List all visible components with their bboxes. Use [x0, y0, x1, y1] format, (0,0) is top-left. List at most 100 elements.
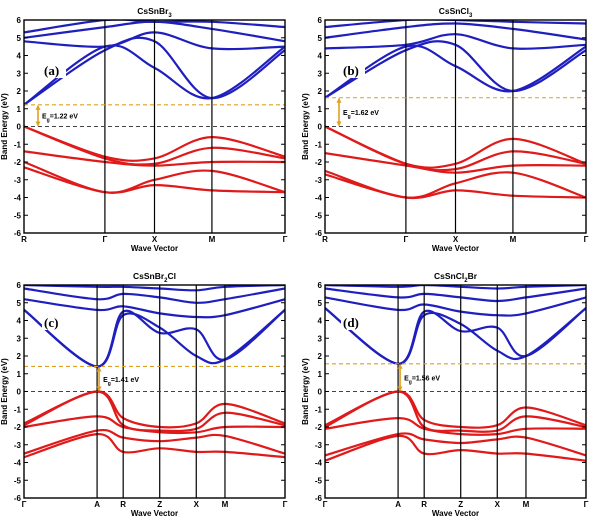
- valence-band-line: [24, 390, 285, 433]
- y-tick-label: 4: [318, 317, 323, 326]
- y-tick-label: 0: [318, 388, 323, 397]
- y-tick-label: -1: [315, 405, 323, 414]
- y-tick-label: -2: [315, 158, 323, 167]
- y-tick-label: 3: [318, 334, 323, 343]
- plot-area: [24, 285, 285, 459]
- gap-arrow-head: [397, 363, 403, 369]
- y-tick-label: 0: [318, 123, 323, 132]
- x-axis-label: Wave Vector: [432, 244, 479, 253]
- y-tick-label: -4: [315, 459, 323, 468]
- gap-arrow-head: [35, 104, 41, 110]
- y-tick-label: 6: [17, 16, 22, 25]
- x-tick-label: Γ: [323, 500, 328, 509]
- valence-band-line: [325, 432, 586, 457]
- y-tick-label: 2: [17, 87, 22, 96]
- panel-label: (a): [44, 63, 59, 78]
- gap-label: Eg=1.22 eV: [42, 114, 78, 124]
- y-axis-label: Band Energy (eV): [0, 358, 9, 425]
- y-tick-label: -6: [315, 229, 323, 238]
- x-tick-label: Γ: [404, 235, 409, 244]
- panel-label-bg: [42, 64, 66, 78]
- y-axis-label: Band Energy (eV): [0, 93, 9, 160]
- valence-band-line: [325, 434, 586, 462]
- panel-label-bg: [341, 64, 365, 78]
- y-tick-label: -4: [14, 194, 22, 203]
- y-tick-label: 6: [17, 281, 22, 290]
- y-tick-label: 4: [17, 317, 22, 326]
- valence-band-line: [24, 428, 285, 455]
- panel-label: (c): [44, 315, 58, 330]
- x-axis-label: Wave Vector: [131, 509, 178, 518]
- plot-area: [325, 285, 586, 462]
- y-tick-label: -3: [14, 176, 22, 185]
- x-tick-label: Γ: [22, 500, 27, 509]
- y-tick-label: -4: [14, 459, 22, 468]
- y-tick-label: 3: [17, 69, 22, 78]
- y-tick-label: 2: [318, 87, 323, 96]
- y-tick-label: -5: [14, 211, 22, 220]
- x-tick-label: Γ: [584, 235, 589, 244]
- conduction-band-line: [325, 287, 586, 303]
- conduction-band-line: [325, 20, 586, 29]
- x-tick-label: A: [395, 500, 401, 509]
- panel-c: Eg=1.41 eV -6 -5 -4 -3 -2 -1 0 1 2 3 4 5 6 Γ A R Z X M Γ Wave…: [0, 271, 288, 518]
- x-tick-label: M: [222, 500, 229, 509]
- conduction-band-line: [24, 285, 285, 292]
- x-tick-label: X: [194, 500, 200, 509]
- y-tick-label: 4: [17, 52, 22, 61]
- x-tick-label: R: [120, 500, 126, 509]
- y-tick-label: 3: [17, 334, 22, 343]
- y-tick-label: -6: [14, 229, 22, 238]
- conduction-band-line: [325, 296, 586, 317]
- y-tick-label: 2: [318, 352, 323, 361]
- y-tick-label: 1: [318, 105, 323, 114]
- x-tick-label: A: [94, 500, 100, 509]
- panel-b: Eg=1.62 eV -6 -5 -4 -3 -2 -1 0 1 2 3 4 5 6 R Γ X M Γ Wave V…: [301, 6, 589, 253]
- panel-label: (d): [343, 315, 359, 330]
- y-tick-label: 1: [17, 105, 22, 114]
- y-tick-label: -6: [14, 494, 22, 503]
- x-tick-label: M: [209, 235, 216, 244]
- y-tick-label: 3: [318, 69, 323, 78]
- y-tick-label: -3: [315, 441, 323, 450]
- gap-arrow-head: [96, 366, 102, 372]
- x-tick-label: M: [510, 235, 517, 244]
- y-tick-label: 0: [17, 388, 22, 397]
- y-tick-label: -6: [315, 494, 323, 503]
- gap-arrow-tail: [96, 386, 102, 392]
- y-tick-label: -5: [14, 476, 22, 485]
- conduction-band-line: [24, 298, 285, 319]
- x-axis-label: Wave Vector: [131, 244, 178, 253]
- gap-arrow-head: [336, 97, 342, 103]
- panel-title: CsSnCl2Br: [434, 271, 478, 284]
- y-tick-label: -2: [14, 158, 22, 167]
- panel-label: (b): [343, 63, 359, 78]
- y-tick-label: -2: [315, 423, 323, 432]
- y-tick-label: -1: [14, 140, 22, 149]
- y-tick-label: -5: [315, 476, 323, 485]
- gap-label: Eg=1.62 eV: [343, 110, 379, 120]
- y-tick-label: -4: [315, 194, 323, 203]
- y-tick-label: -1: [14, 405, 22, 414]
- gap-label: Eg=1.41 eV: [103, 377, 139, 387]
- x-tick-label: Γ: [283, 235, 288, 244]
- y-tick-label: 6: [318, 16, 323, 25]
- panel-a: Eg=1.22 eV -6 -5 -4 -3 -2 -1 0 1 2 3 4 5 6 R Γ X M Γ Wave V…: [0, 6, 288, 253]
- panel-label-bg: [42, 316, 66, 330]
- y-tick-label: -1: [315, 140, 323, 149]
- y-tick-label: 5: [17, 299, 22, 308]
- valence-band-line: [24, 390, 285, 429]
- gap-arrow-tail: [35, 121, 41, 127]
- conduction-band-line: [24, 287, 285, 304]
- y-tick-label: -3: [14, 441, 22, 450]
- x-tick-label: X: [453, 235, 459, 244]
- x-tick-label: Γ: [103, 235, 108, 244]
- x-tick-label: Γ: [584, 500, 589, 509]
- x-axis-label: Wave Vector: [432, 509, 479, 518]
- y-tick-label: -5: [315, 211, 323, 220]
- y-tick-label: 1: [17, 370, 22, 379]
- x-tick-label: R: [21, 235, 27, 244]
- gap-arrow-tail: [397, 386, 403, 392]
- gap-arrow-tail: [336, 121, 342, 127]
